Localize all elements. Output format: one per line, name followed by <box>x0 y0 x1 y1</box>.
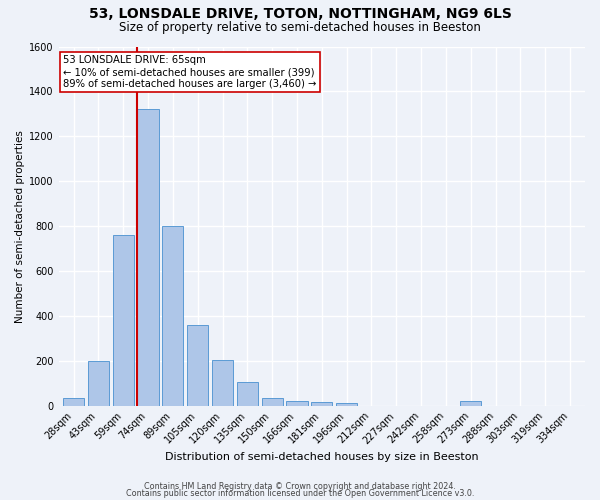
Bar <box>113 235 134 406</box>
Text: 53, LONSDALE DRIVE, TOTON, NOTTINGHAM, NG9 6LS: 53, LONSDALE DRIVE, TOTON, NOTTINGHAM, N… <box>89 8 511 22</box>
Bar <box>237 382 258 406</box>
Bar <box>460 401 481 406</box>
Text: 53 LONSDALE DRIVE: 65sqm
← 10% of semi-detached houses are smaller (399)
89% of : 53 LONSDALE DRIVE: 65sqm ← 10% of semi-d… <box>63 56 316 88</box>
Bar <box>187 325 208 406</box>
Bar <box>286 401 308 406</box>
Bar <box>163 226 184 406</box>
Text: Contains HM Land Registry data © Crown copyright and database right 2024.: Contains HM Land Registry data © Crown c… <box>144 482 456 491</box>
Bar <box>88 361 109 406</box>
Bar <box>262 398 283 406</box>
Y-axis label: Number of semi-detached properties: Number of semi-detached properties <box>15 130 25 322</box>
Bar <box>336 404 357 406</box>
Text: Contains public sector information licensed under the Open Government Licence v3: Contains public sector information licen… <box>126 490 474 498</box>
Bar <box>137 110 158 406</box>
Bar <box>311 402 332 406</box>
Text: Size of property relative to semi-detached houses in Beeston: Size of property relative to semi-detach… <box>119 21 481 34</box>
Bar <box>212 360 233 406</box>
X-axis label: Distribution of semi-detached houses by size in Beeston: Distribution of semi-detached houses by … <box>165 452 479 462</box>
Bar <box>63 398 84 406</box>
